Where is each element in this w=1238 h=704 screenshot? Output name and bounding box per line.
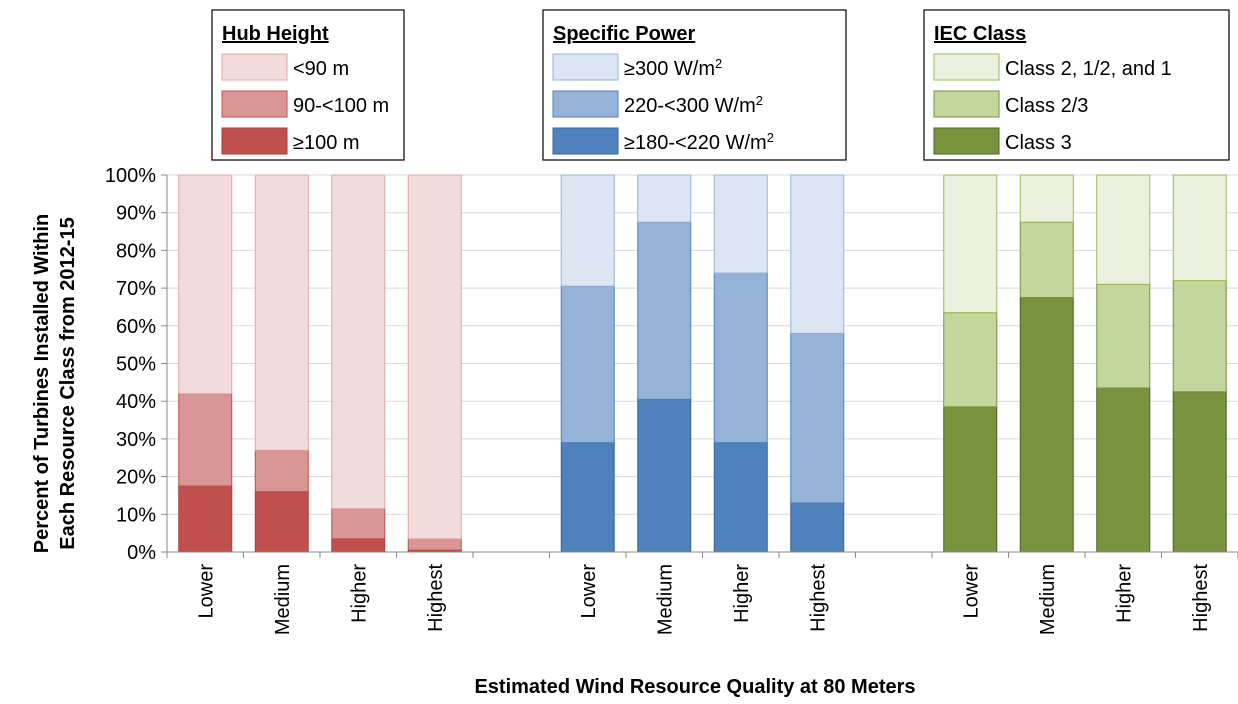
y-tick-label: 30% [116, 429, 156, 451]
bar-segment [1172, 174, 1227, 282]
x-axis-title: Estimated Wind Resource Quality at 80 Me… [474, 676, 915, 698]
legends: Hub Height <90 m 90-<100 m ≥100 m Specific P… [211, 9, 1230, 161]
y-tick-label: 50% [116, 354, 156, 376]
y-tick-label: 60% [116, 316, 156, 338]
bar-segment [331, 508, 386, 540]
x-tick-label: Lower [960, 564, 982, 619]
legend-swatch [221, 90, 288, 118]
bar-segment [560, 285, 615, 444]
legend-label: 220-<300 W/m2 [624, 93, 763, 118]
bar-segment [1096, 387, 1151, 553]
x-tick-label: Higher [348, 564, 370, 623]
legend-swatch [221, 127, 288, 155]
bar-segment [560, 442, 615, 553]
y-tick-label: 20% [116, 467, 156, 489]
x-tick-label: Lower [578, 564, 600, 619]
bar-segment [713, 442, 768, 553]
x-tick-label: Higher [1113, 564, 1135, 623]
x-tick-label: Highest [425, 564, 447, 632]
y-tick-label: 100% [105, 165, 156, 187]
bar-segment [1172, 280, 1227, 393]
bar-segment [178, 393, 233, 487]
bar-segment [254, 174, 309, 451]
legend-swatch [552, 90, 619, 118]
legend-title: Specific Power [553, 23, 695, 45]
y-tick-label: 90% [116, 203, 156, 225]
x-tick-label: Higher [731, 564, 753, 623]
y-tick-label: 70% [116, 278, 156, 300]
bar-segment [637, 221, 692, 400]
legend-label: 90-<100 m [293, 95, 389, 117]
bar-segment [1096, 283, 1151, 389]
bar-segment [254, 491, 309, 553]
legend-hub-height: Hub Height <90 m 90-<100 m ≥100 m [211, 9, 405, 161]
legend-title: IEC Class [934, 23, 1026, 45]
legend-iec-class: IEC Class Class 2, 1/2, and 1 Class 2/3 Cla… [923, 9, 1230, 161]
x-tick-label: Lower [195, 564, 217, 619]
y-axis-title: Percent of Turbines Installed Within Each… [31, 214, 79, 553]
bar-segment [254, 449, 309, 493]
legend-swatch [933, 127, 1000, 155]
legend-label: ≥300 W/m2 [624, 56, 722, 81]
y-axis-title-line: Percent of Turbines Installed Within [31, 214, 53, 553]
gridlines [167, 174, 1238, 515]
legend-swatch [552, 127, 619, 155]
bar-segment [790, 174, 845, 334]
bar-segment [713, 272, 768, 444]
bar-segment [331, 174, 386, 510]
bar-segment [943, 312, 998, 408]
bar-segment [943, 406, 998, 553]
bar-segment [790, 332, 845, 504]
x-tick-label: Medium [272, 564, 294, 635]
legend-box [211, 9, 405, 161]
bars [178, 174, 1227, 553]
legend-swatch [221, 53, 288, 81]
x-tick-label: Highest [1190, 564, 1212, 632]
x-tick-labels: Lower Medium Higher Highest Lower Medium Highe… [195, 564, 1212, 636]
legend-swatch [552, 53, 619, 81]
bar-segment [560, 174, 615, 287]
bar-segment [1019, 297, 1074, 553]
y-tick-label: 10% [116, 504, 156, 526]
legend-label: Class 2/3 [1005, 95, 1088, 117]
bar-segment [1019, 221, 1074, 299]
y-axis-title-line: Each Resource Class from 2012-15 [57, 217, 79, 549]
axes [161, 174, 1238, 558]
legend-label: Class 3 [1005, 132, 1072, 154]
bar-segment [637, 398, 692, 553]
bar-segment [713, 174, 768, 274]
bar-segment [1019, 174, 1074, 223]
bar-segment [1096, 174, 1151, 285]
x-tick-label: Medium [1037, 564, 1059, 635]
bar-segment [178, 174, 233, 395]
bar-segment [790, 502, 845, 553]
bar-segment [637, 174, 692, 223]
legend-title: Hub Height [222, 23, 329, 45]
legend-label: ≥180-<220 W/m2 [624, 130, 774, 155]
legend-swatch [933, 90, 1000, 118]
bar-segment [1172, 391, 1227, 553]
legend-label: Class 2, 1/2, and 1 [1005, 58, 1172, 80]
y-tick-label: 80% [116, 240, 156, 262]
bar-segment [178, 485, 233, 553]
legend-swatch [933, 53, 1000, 81]
bar-segment [943, 174, 998, 314]
x-tick-label: Medium [654, 564, 676, 635]
legend-label: <90 m [293, 58, 349, 80]
legend-specific-power: Specific Power ≥300 W/m2 220-<300 W/m2 ≥180… [542, 9, 847, 161]
y-tick-label: 0% [127, 542, 156, 564]
bar-segment [407, 538, 462, 551]
y-tick-labels: 0% 10% 20% 30% 40% 50% 60% 70% 80% 90% 100% [105, 165, 156, 564]
legend-label: ≥100 m [293, 132, 360, 154]
y-tick-label: 40% [116, 391, 156, 413]
bar-segment [331, 538, 386, 553]
x-tick-label: Highest [807, 564, 829, 632]
bar-segment [407, 174, 462, 540]
